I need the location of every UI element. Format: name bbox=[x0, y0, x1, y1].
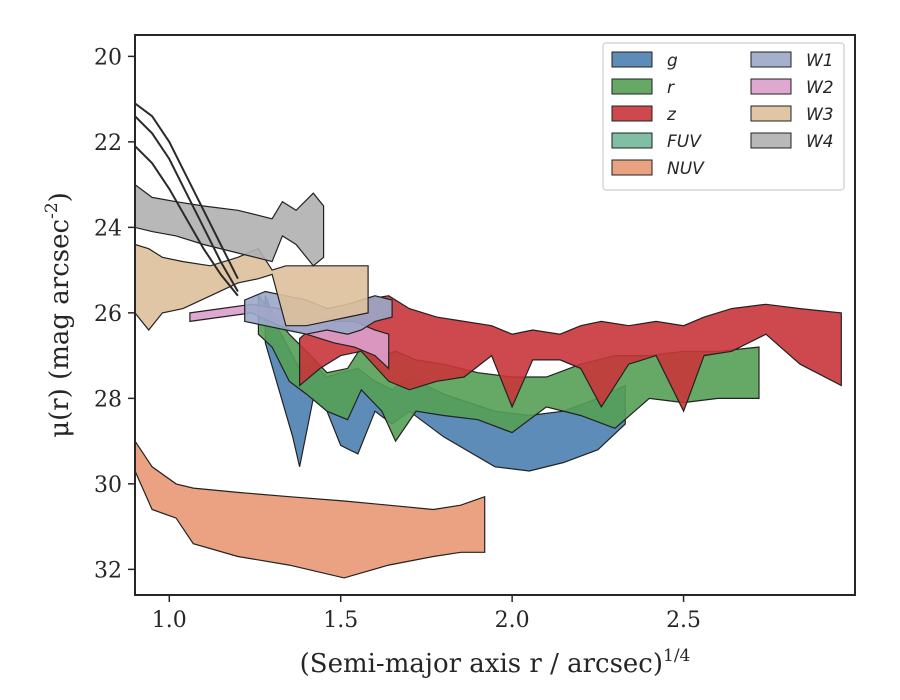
y-axis-label: μ(r) (mag arcsec-2) bbox=[42, 192, 75, 438]
x-tick-label: 2.5 bbox=[666, 608, 701, 633]
legend-label-w3: W3 bbox=[806, 105, 834, 125]
y-tick-label: 28 bbox=[94, 387, 122, 412]
legend-swatch-fuv bbox=[611, 132, 653, 149]
y-tick-label: 26 bbox=[94, 302, 122, 327]
legend-swatch-r bbox=[611, 78, 653, 95]
legend-label-w1: W1 bbox=[806, 51, 834, 71]
y-tick-label: 30 bbox=[94, 473, 122, 498]
legend: grz FUV NUV W1 W2 W3 W4 bbox=[602, 42, 845, 191]
legend-swatch-g bbox=[611, 51, 653, 68]
y-tick-label: 24 bbox=[94, 216, 122, 241]
y-tick-label: 20 bbox=[94, 45, 122, 70]
x-axis-label: (Semi-major axis r / arcsec)1/4 bbox=[300, 646, 691, 679]
axes-group: 1.0 1.5 2.0 2.5 20 22 24 26 28 30 32 (Semi-major ax… bbox=[42, 34, 856, 679]
x-tick-label: 2.0 bbox=[495, 608, 530, 633]
legend-label-g: g bbox=[667, 51, 678, 71]
x-tick-label: 1.5 bbox=[323, 608, 358, 633]
area-nuv bbox=[135, 440, 486, 579]
legend-label-r: r bbox=[667, 78, 675, 98]
area-w4 bbox=[135, 183, 325, 267]
legend-label-nuv: NUV bbox=[667, 159, 705, 179]
legend-swatch-nuv bbox=[611, 159, 653, 176]
legend-label-w2: W2 bbox=[806, 78, 834, 98]
profile-line bbox=[135, 102, 239, 280]
legend-swatch-w2 bbox=[750, 78, 792, 95]
profile-line bbox=[135, 145, 239, 297]
area-z bbox=[299, 295, 842, 413]
legend-swatch-w4 bbox=[750, 132, 792, 149]
y-tick-label: 22 bbox=[94, 131, 122, 156]
plot-frame bbox=[134, 34, 856, 596]
area-series-group bbox=[135, 183, 842, 579]
profile-lines-group bbox=[135, 102, 239, 297]
legend-label-w4: W4 bbox=[806, 132, 834, 152]
legend-label-fuv: FUV bbox=[667, 132, 702, 152]
x-tick-label: 1.0 bbox=[152, 608, 187, 633]
legend-swatch-w1 bbox=[750, 51, 792, 68]
legend-label-z: z bbox=[666, 105, 677, 125]
area-w3 bbox=[135, 243, 369, 331]
legend-swatch-z bbox=[611, 105, 653, 122]
profile-line bbox=[135, 115, 239, 292]
legend-swatch-w3 bbox=[750, 105, 792, 122]
y-tick-label: 32 bbox=[94, 558, 122, 583]
